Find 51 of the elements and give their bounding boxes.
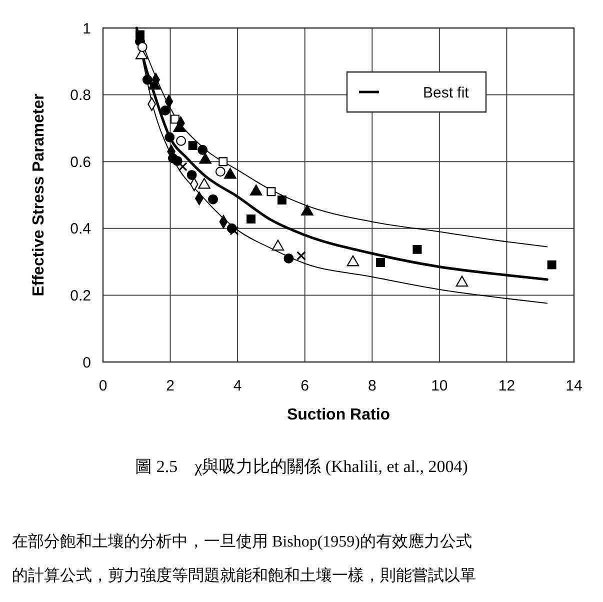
text: 的計算公式，剪力強度等問題就能和飽和土壤一樣，則能嘗試以單: [12, 566, 476, 585]
x-tick-label: 12: [498, 377, 516, 394]
point: [301, 204, 314, 216]
point: [188, 141, 198, 150]
point: [250, 184, 262, 196]
point: [230, 226, 239, 236]
y-tick-label: 0: [82, 354, 91, 372]
point: [164, 132, 175, 142]
x-tick-label: 0: [98, 377, 108, 394]
point: [224, 168, 236, 179]
point: [547, 260, 556, 270]
point: [296, 251, 306, 260]
y-tick-label: 0.4: [70, 220, 91, 238]
point: [137, 42, 148, 52]
y-tick-label: 1: [82, 20, 91, 38]
point: [186, 170, 197, 180]
x-tick-label: 10: [431, 377, 448, 394]
caption: 圖 2.5 χ與吸力比的關係 (Khalili, et al., 2004): [135, 456, 468, 476]
legend: Best fit: [346, 71, 487, 113]
point: [208, 194, 218, 204]
point: [178, 162, 188, 172]
point: [142, 74, 152, 85]
point: [284, 253, 294, 264]
point: [198, 178, 210, 189]
point: [277, 196, 286, 204]
x-tick-label: 8: [368, 377, 376, 394]
point: [215, 166, 226, 177]
x-tick-label: 14: [566, 377, 582, 394]
point: [456, 276, 468, 287]
y-tick-label: 0.8: [70, 87, 91, 104]
point: [198, 144, 208, 155]
point: [218, 157, 228, 166]
point: [246, 214, 256, 224]
point: [199, 152, 212, 164]
y-tick-label: 0.6: [70, 154, 91, 171]
y-tick-label: 0.2: [70, 287, 91, 304]
point: [376, 258, 386, 267]
text: 在部分飽和土壤的分析中，一旦使用 Bishop(1959)的有效應力公式: [12, 532, 472, 551]
point: [266, 187, 276, 196]
y-axis-title: Effective Stress Parameter: [30, 94, 48, 296]
point: [412, 244, 422, 254]
point: [272, 240, 284, 251]
point: [170, 114, 180, 124]
x-tick-label: 6: [300, 377, 310, 394]
point: [346, 255, 360, 266]
point: [176, 136, 186, 146]
x-tick-label: 2: [166, 377, 174, 394]
point: [172, 156, 182, 166]
x-axis-title: Suction Ratio: [286, 406, 390, 424]
point: [160, 106, 170, 116]
x-tick-label: 4: [233, 377, 242, 394]
